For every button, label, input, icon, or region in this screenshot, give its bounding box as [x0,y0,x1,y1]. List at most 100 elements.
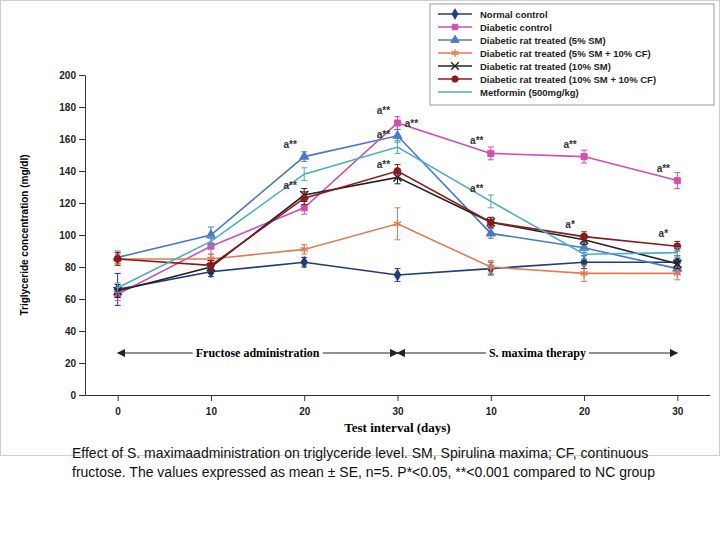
x-tick: 20 [579,395,591,417]
series [115,117,681,301]
error-bar-line [395,165,401,178]
series-marker [393,130,402,138]
error-bar-line [488,217,494,227]
legend-label: Diabetic control [480,22,552,33]
series [115,141,681,293]
error-bar-line [581,150,587,163]
x-tick-mark [491,395,492,401]
x-tick-mark [398,395,399,401]
error-bar-line [208,261,214,271]
legend-marker [452,24,458,30]
y-tick: 200 [59,70,85,81]
legend-item: Normal control [438,9,548,20]
error-bar [581,150,587,163]
error-bar-line [395,269,401,282]
legend-box [430,4,714,105]
series-marker [488,150,494,156]
legend-marker [451,62,459,70]
y-tick: 120 [59,198,85,209]
phases: Fructose administrationS. maxima therapy [118,346,678,360]
error-bar-line [395,117,401,130]
error-bar [301,189,307,202]
y-tick-mark [79,331,85,332]
error-bar-line [301,257,307,267]
series-marker [300,151,309,159]
y-tick: 100 [59,230,85,241]
error-bar [395,117,401,130]
x-tick: 20 [299,395,311,417]
series-marker [581,269,588,277]
legend-label: Diabetic rat treated (10% SM + 10% CF) [480,74,656,85]
y-tick-label: 140 [59,166,76,177]
error-bar-line [581,232,587,242]
series-line [118,136,678,269]
y-tick-label: 60 [65,294,77,305]
y-axis-title: Triglyceride concentration (mg/dl) [19,154,30,315]
y-tick-mark [79,299,85,300]
legend-item: Diabetic rat treated (10% SM) [438,61,611,72]
series-marker [301,205,307,211]
x-tick: 10 [486,395,498,417]
x-axis-title: Test interval (days) [344,420,450,435]
y-tick-label: 120 [59,198,76,209]
series-marker [394,269,401,280]
caption: Effect of S. maximaadministration on tri… [72,444,702,482]
legend-item: Diabetic rat treated (5% SM) [438,35,606,46]
error-bar [488,217,494,227]
series-marker [394,220,401,228]
error-bar [395,165,401,178]
y-tick-mark [79,363,85,364]
y-tick-mark [79,107,85,108]
y-tick-label: 20 [65,358,77,369]
image-border [1,1,720,456]
y-tick: 180 [59,102,85,113]
series-marker [674,256,681,267]
x-tick: 30 [392,395,404,417]
legend-marker [452,9,458,20]
series-marker [207,262,214,269]
series-marker [114,255,121,263]
y-tick-mark [79,75,85,76]
y-tick-label: 0 [70,390,76,401]
series-line [118,177,678,291]
legend-label: Diabetic rat treated (5% SM) [480,35,606,46]
x-tick-mark [677,395,678,401]
y-tick-label: 160 [59,134,76,145]
series-marker [301,256,308,267]
error-bar [301,257,307,267]
error-bar [581,232,587,242]
series-marker [394,120,400,126]
y-tick-mark [79,267,85,268]
phase-label-bg [486,346,589,360]
x-tick: 0 [115,395,121,417]
annotations: a**a**a**a**a**a**a**a**a**a*a**a* [284,105,671,239]
y-tick: 0 [70,390,85,401]
phase-label-bg [193,346,323,360]
series-line [118,171,678,265]
series-marker [487,218,495,226]
series-marker [487,219,494,226]
series-marker [394,168,401,175]
x-tick: 30 [672,395,684,417]
y-tick-label: 80 [65,262,77,273]
error-bar-line [488,147,494,160]
y-tick: 40 [65,326,85,337]
error-bar-line [115,253,121,266]
y-tick: 160 [59,134,85,145]
y-tick-label: 40 [65,326,77,337]
legend-label: Diabetic rat treated (5% SM + 10% CF) [480,48,651,59]
x-tick-label: 0 [115,406,121,417]
annotation: a** [657,163,670,174]
series-marker [114,256,121,263]
annotation: a* [565,219,575,230]
series-line [118,123,678,294]
x-axis: 0102030102030 [86,395,711,417]
y-tick: 140 [59,166,85,177]
y-tick: 80 [65,262,85,273]
series-marker [581,154,587,160]
y-tick-mark [79,139,85,140]
series-marker [301,195,308,202]
series-line [118,147,678,288]
legend: Normal control Diabetic control Diabetic r… [430,4,714,105]
legend-item: Diabetic rat treated (5% SM + 10% CF) [438,48,651,59]
